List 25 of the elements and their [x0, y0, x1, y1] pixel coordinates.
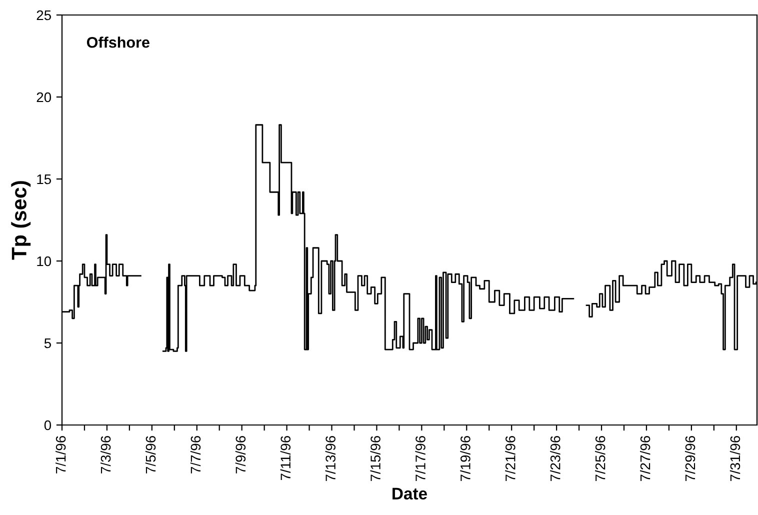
x-tick-label: 7/19/96 [460, 436, 470, 482]
x-axis-title: Date [392, 488, 427, 500]
x-tick-label: 7/25/96 [595, 436, 606, 482]
x-tick-label: 7/9/96 [235, 436, 246, 474]
y-tick-label: 20 [36, 92, 52, 102]
y-tick-label: 10 [37, 256, 52, 266]
y-axis-title: Tp (sec) [11, 181, 31, 260]
x-tick-label: 7/1/96 [56, 436, 66, 474]
x-tick-label: 7/29/96 [684, 436, 696, 482]
annotation: Offshore [86, 36, 150, 48]
x-tick-label: 7/13/96 [325, 436, 336, 482]
x-tick-label: 7/11/96 [280, 436, 291, 480]
x-tick-label: 7/27/96 [640, 436, 650, 482]
x-tick-label: 7/21/96 [505, 436, 516, 482]
x-tick-label: 7/7/96 [190, 436, 201, 474]
x-tick-label: 7/31/96 [730, 436, 740, 482]
x-tick-label: 7/15/96 [370, 436, 380, 482]
y-tick-label: 5 [44, 338, 51, 348]
y-tick-label: 15 [37, 174, 52, 184]
x-tick-label: 7/17/96 [415, 436, 426, 482]
x-tick-label: 7/23/96 [550, 436, 560, 482]
y-tick-label: 25 [36, 10, 52, 20]
y-tick-label: 0 [44, 420, 52, 430]
x-tick-label: 7/3/96 [100, 436, 111, 474]
x-tick-label: 7/5/96 [145, 436, 156, 474]
